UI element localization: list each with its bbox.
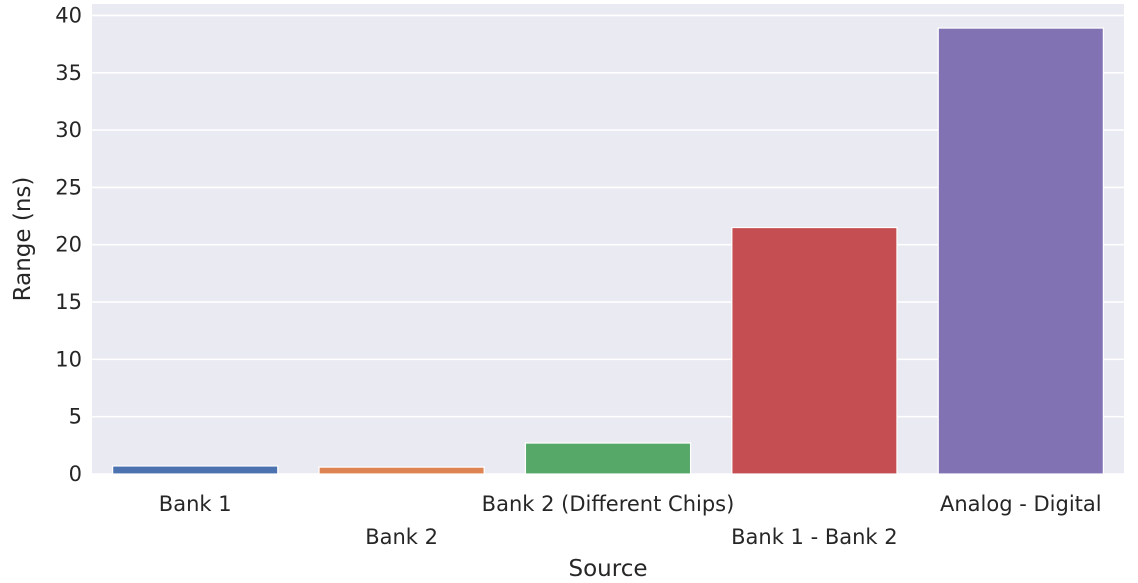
y-tick-label: 25 bbox=[55, 175, 82, 199]
y-tick-label: 35 bbox=[55, 61, 82, 85]
x-tick-label: Bank 2 bbox=[365, 525, 438, 549]
x-tick-label: Bank 1 bbox=[159, 492, 232, 516]
x-tick-labels: Bank 1 Bank 2 Bank 2 (Different Chips) Bank… bbox=[159, 492, 1102, 549]
y-tick-label: 30 bbox=[55, 118, 82, 142]
x-tick-label: Bank 1 - Bank 2 bbox=[731, 525, 898, 549]
bar-3 bbox=[524, 442, 692, 475]
x-tick-label: Analog - Digital bbox=[940, 492, 1102, 516]
y-axis-label: Range (ns) bbox=[10, 177, 36, 302]
y-tick-label: 40 bbox=[55, 3, 82, 27]
bar-1 bbox=[112, 465, 279, 475]
y-tick-label: 15 bbox=[55, 290, 82, 314]
y-tick-label: 0 bbox=[69, 462, 82, 486]
bar-4 bbox=[731, 226, 898, 475]
bar-2 bbox=[318, 466, 485, 475]
y-tick-labels: 0 5 10 15 20 25 30 35 40 bbox=[55, 3, 82, 486]
y-tick-label: 20 bbox=[55, 233, 82, 257]
x-axis-label: Source bbox=[569, 556, 648, 582]
bar-5 bbox=[937, 27, 1104, 475]
x-tick-label: Bank 2 (Different Chips) bbox=[482, 492, 735, 516]
y-tick-label: 5 bbox=[69, 405, 82, 429]
bars bbox=[112, 27, 1104, 475]
y-tick-label: 10 bbox=[55, 347, 82, 371]
